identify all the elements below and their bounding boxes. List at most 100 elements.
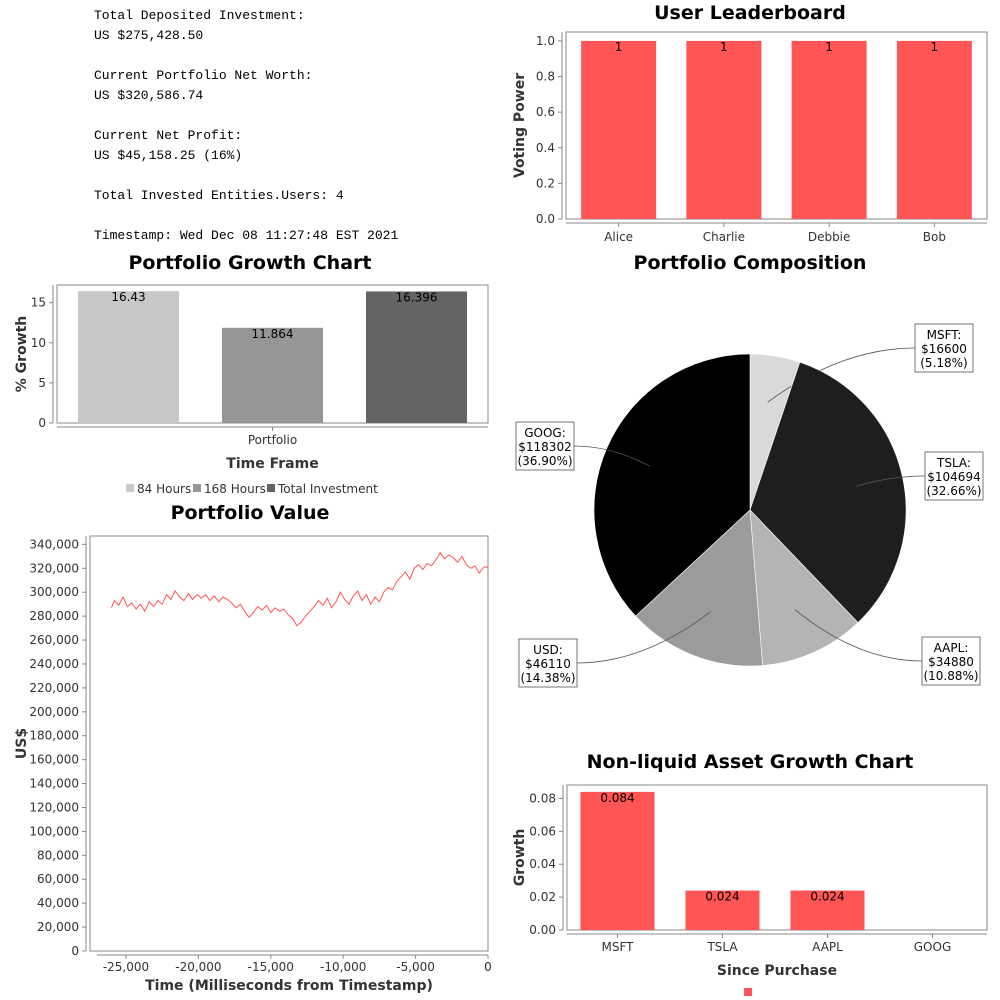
nonliquid-legend-swatch bbox=[744, 988, 752, 996]
pie-leader-line bbox=[794, 609, 923, 662]
nonliquid-bar bbox=[580, 791, 655, 930]
nonliquid-y-axis-label: Growth bbox=[512, 829, 528, 887]
leaderboard-data-label: 1 bbox=[825, 40, 833, 54]
pie-label-percent: (36.90%) bbox=[517, 454, 572, 468]
leaderboard-data-label: 1 bbox=[615, 40, 623, 54]
growth-data-label: 16.43 bbox=[111, 290, 145, 304]
value-title: Portfolio Value bbox=[170, 502, 330, 524]
growth-x-tick-label: Portfolio bbox=[248, 433, 297, 447]
value-y-tick-label: 120,000 bbox=[29, 800, 79, 814]
value-x-tick-label: -20,000 bbox=[175, 960, 221, 974]
users-line: Total Invested Entities.Users: 4 bbox=[94, 188, 344, 203]
composition-title: Portfolio Composition bbox=[633, 252, 867, 274]
nonliquid-x-tick-label: MSFT bbox=[602, 940, 635, 954]
growth-y-axis-label: % Growth bbox=[14, 316, 30, 393]
value-y-tick-label: 220,000 bbox=[29, 681, 79, 695]
pie-label-box bbox=[914, 323, 974, 373]
growth-data-label: 11.864 bbox=[252, 327, 294, 341]
pie-leader-line bbox=[767, 347, 916, 403]
pie-label-value: $104694 bbox=[927, 470, 980, 484]
pie-label-box bbox=[921, 636, 981, 686]
nonliquid-data-label: 0.024 bbox=[705, 890, 739, 904]
value-y-tick-label: 280,000 bbox=[29, 609, 79, 623]
nonliquid-x-axis-label: Since Purchase bbox=[717, 963, 837, 979]
pie-slice-usd bbox=[635, 509, 763, 667]
leaderboard-plot-area bbox=[565, 31, 988, 220]
deposited-value: US $275,428.50 bbox=[94, 28, 204, 43]
networth-label: Current Portfolio Net Worth: bbox=[94, 68, 313, 83]
growth-bar bbox=[222, 327, 323, 423]
profit-value: US $45,158.25 (16%) bbox=[94, 148, 243, 163]
growth-title: Portfolio Growth Chart bbox=[128, 252, 372, 274]
pie-label-box bbox=[518, 638, 578, 688]
value-x-tick-label: -10,000 bbox=[320, 960, 366, 974]
nonliquid-x-tick-label: TSLA bbox=[706, 940, 738, 954]
growth-legend-swatch bbox=[126, 484, 134, 492]
growth-data-label: 16.396 bbox=[396, 290, 438, 304]
value-y-tick-label: 60,000 bbox=[37, 872, 79, 886]
pie-label-value: $46110 bbox=[525, 657, 571, 671]
value-y-tick-label: 200,000 bbox=[29, 705, 79, 719]
nonliquid-bar bbox=[685, 890, 760, 930]
value-y-tick-label: 180,000 bbox=[29, 729, 79, 743]
value-plot-area bbox=[89, 535, 489, 952]
leaderboard-data-label: 1 bbox=[931, 40, 939, 54]
value-y-tick-label: 40,000 bbox=[37, 896, 79, 910]
pie-label-percent: (5.18%) bbox=[920, 356, 967, 370]
leaderboard-y-tick-label: 0.6 bbox=[536, 105, 555, 119]
pie-label-box bbox=[924, 451, 984, 501]
nonliquid-plot-area bbox=[566, 784, 988, 931]
pie-leader-line bbox=[573, 445, 651, 467]
leaderboard-x-tick-label: Bob bbox=[923, 230, 946, 244]
portfolio-summary: Total Deposited Investment: US $275,428.… bbox=[94, 6, 494, 246]
pie-label-percent: (14.38%) bbox=[520, 671, 575, 685]
value-y-tick-label: 240,000 bbox=[29, 657, 79, 671]
profit-label: Current Net Profit: bbox=[94, 128, 243, 143]
nonliquid-x-tick-label: GOOG bbox=[914, 940, 952, 954]
growth-legend-swatch bbox=[193, 484, 201, 492]
pie-label-value: $118302 bbox=[518, 440, 571, 454]
leaderboard-y-tick-label: 0.4 bbox=[536, 141, 555, 155]
value-y-tick-label: 0 bbox=[71, 944, 79, 958]
pie-slice-tsla bbox=[749, 361, 907, 624]
value-y-tick-label: 300,000 bbox=[29, 585, 79, 599]
value-y-tick-label: 260,000 bbox=[29, 633, 79, 647]
growth-x-axis-label: Time Frame bbox=[226, 456, 318, 472]
nonliquid-y-tick-label: 0.06 bbox=[529, 824, 556, 838]
leaderboard-bar bbox=[581, 40, 657, 220]
value-y-tick-label: 80,000 bbox=[37, 848, 79, 862]
leaderboard-data-label: 1 bbox=[720, 40, 728, 54]
leaderboard-y-tick-label: 0.8 bbox=[536, 70, 555, 84]
value-y-tick-label: 140,000 bbox=[29, 777, 79, 791]
nonliquid-title: Non-liquid Asset Growth Chart bbox=[586, 751, 914, 773]
value-y-axis-label: US$ bbox=[14, 728, 30, 759]
growth-legend-label: 168 Hours bbox=[204, 482, 266, 496]
growth-bar bbox=[78, 291, 179, 423]
timestamp-line: Timestamp: Wed Dec 08 11:27:48 EST 2021 bbox=[94, 228, 399, 243]
pie-label-name: TSLA: bbox=[936, 456, 971, 470]
leaderboard-bar bbox=[686, 40, 762, 220]
value-x-tick-label: 0 bbox=[484, 960, 492, 974]
growth-y-tick-label: 0 bbox=[38, 416, 46, 430]
nonliquid-bar bbox=[790, 890, 865, 930]
leaderboard-title: User Leaderboard bbox=[654, 2, 846, 24]
leaderboard-x-tick-label: Alice bbox=[604, 230, 633, 244]
deposited-label: Total Deposited Investment: bbox=[94, 8, 305, 23]
leaderboard-x-tick-label: Debbie bbox=[808, 230, 851, 244]
networth-value: US $320,586.74 bbox=[94, 88, 204, 103]
pie-slice-goog bbox=[593, 353, 751, 617]
growth-legend-label: 84 Hours bbox=[137, 482, 191, 496]
leaderboard-bar bbox=[791, 40, 867, 220]
growth-legend-label: Total Investment bbox=[277, 482, 378, 496]
value-x-tick-label: -25,000 bbox=[103, 960, 149, 974]
leaderboard-y-tick-label: 0.2 bbox=[536, 176, 555, 190]
nonliquid-data-label: 0.084 bbox=[600, 791, 634, 805]
leaderboard-y-axis-label: Voting Power bbox=[512, 73, 528, 178]
leaderboard-y-tick-label: 1.0 bbox=[536, 34, 555, 48]
growth-y-tick-label: 15 bbox=[31, 296, 46, 310]
value-x-tick-label: -15,000 bbox=[248, 960, 294, 974]
pie-label-box bbox=[515, 421, 575, 471]
pie-label-name: USD: bbox=[533, 643, 563, 657]
growth-y-tick-label: 10 bbox=[31, 336, 46, 350]
pie-label-percent: (10.88%) bbox=[923, 669, 978, 683]
